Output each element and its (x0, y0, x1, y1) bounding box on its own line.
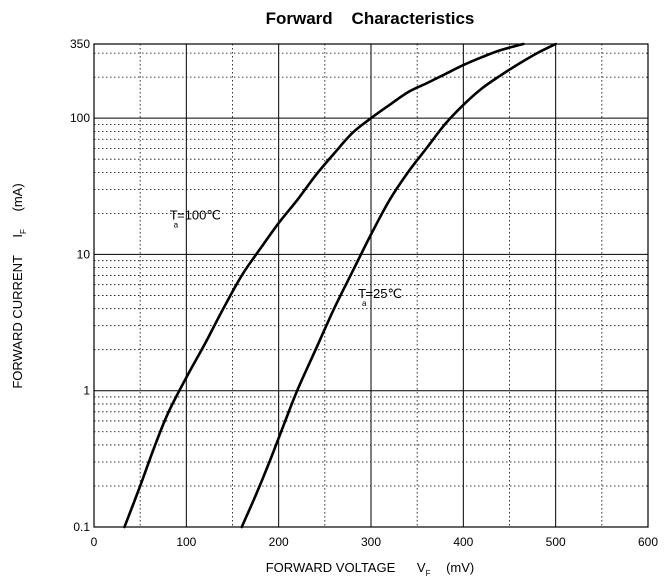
x-tick-label: 500 (546, 535, 566, 549)
annotation-suffix: =100℃ (177, 208, 221, 223)
x-axis-symbol-sub: F (426, 569, 431, 578)
y-tick-labels: 0.1 1 10 100 350 (70, 37, 90, 534)
annotation-suffix: =25℃ (365, 286, 402, 301)
x-axis-symbol: V (417, 560, 426, 575)
x-tick-label: 100 (176, 535, 196, 549)
series-line-1 (123, 42, 525, 529)
x-axis-label: FORWARD VOLTAGE (266, 560, 396, 575)
plot-frame (93, 43, 649, 528)
x-axis-unit: (mV) (446, 560, 474, 575)
x-axis-title: FORWARD VOLTAGE VF (mV) (266, 560, 475, 579)
annotation-sub: a (362, 299, 367, 308)
x-tick-label: 600 (638, 535, 658, 549)
curves (123, 42, 557, 529)
x-tick-label: 200 (269, 535, 289, 549)
y-axis-title: FORWARD CURRENT IF (mA) (10, 183, 29, 388)
y-tick-label: 350 (70, 37, 90, 51)
y-tick-label: 0.1 (73, 520, 90, 534)
y-tick-label: 1 (83, 384, 90, 398)
y-axis-symbol: I (10, 234, 25, 238)
annotation-prefix: T (170, 208, 178, 223)
series-line-2 (240, 42, 557, 529)
annotation-prefix: T (358, 286, 366, 301)
x-tick-label: 0 (91, 535, 98, 549)
x-tick-labels: 0 100 200 300 400 500 600 (91, 535, 659, 549)
y-axis-unit: (mA) (10, 183, 25, 211)
y-axis-symbol-sub: F (19, 229, 28, 234)
y-tick-label: 10 (77, 247, 91, 261)
y-axis-label: FORWARD CURRENT (10, 255, 25, 389)
annotation-sub: a (174, 221, 179, 230)
chart-title: Forward Characteristics (266, 9, 475, 28)
x-tick-label: 400 (453, 535, 473, 549)
y-tick-label: 100 (70, 111, 90, 125)
x-tick-label: 300 (361, 535, 381, 549)
